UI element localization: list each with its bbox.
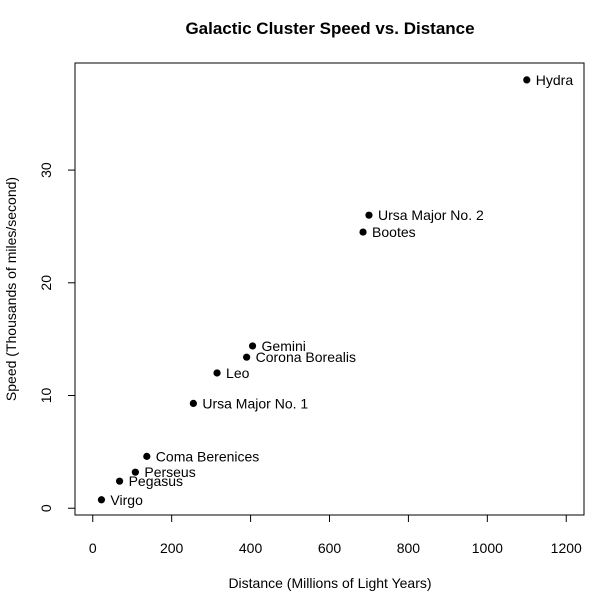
data-point <box>523 76 531 84</box>
x-tick-label: 1200 <box>551 540 582 556</box>
x-tick-label: 1000 <box>472 540 503 556</box>
y-tick-label: 0 <box>38 504 54 512</box>
data-point <box>189 399 197 408</box>
point-label: Corona Borealis <box>256 349 356 365</box>
y-axis: 0 10 20 30 <box>38 162 76 512</box>
data-point <box>143 452 151 460</box>
data-point <box>213 369 221 377</box>
point-label: Perseus <box>144 464 195 480</box>
point-label: Gemini <box>262 338 306 354</box>
point-label: Ursa Major No. 1 <box>202 395 308 411</box>
point-label: Pegasus <box>129 473 183 489</box>
x-axis: 0 200 400 600 800 1000 1200 <box>89 514 582 556</box>
data-point <box>97 496 106 504</box>
point-label: Virgo <box>110 492 143 508</box>
point-label: Leo <box>226 365 250 381</box>
data-point <box>248 342 257 350</box>
x-tick-label: 800 <box>397 540 421 556</box>
x-tick-label: 400 <box>239 540 263 556</box>
point-label: Ursa Major No. 2 <box>378 207 484 223</box>
x-tick-label: 200 <box>160 540 184 556</box>
data-point <box>359 228 367 236</box>
x-axis-label: Distance (Millions of Light Years) <box>228 575 431 591</box>
point-label: Coma Berenices <box>156 448 260 464</box>
y-tick-label: 20 <box>38 275 54 291</box>
x-tick-label: 600 <box>318 540 342 556</box>
data-point <box>243 353 251 361</box>
data-point <box>365 211 373 219</box>
point-label: Bootes <box>372 224 416 240</box>
y-tick-label: 30 <box>38 162 54 178</box>
plot-frame <box>74 62 585 516</box>
data-point <box>115 477 124 485</box>
data-point <box>131 468 139 476</box>
chart-title: Galactic Cluster Speed vs. Distance <box>185 19 474 38</box>
y-axis-label: Speed (Thousands of miles/second) <box>3 177 19 401</box>
y-tick-label: 10 <box>38 388 54 404</box>
x-tick-label: 0 <box>89 540 97 556</box>
point-label: Hydra <box>536 72 574 88</box>
